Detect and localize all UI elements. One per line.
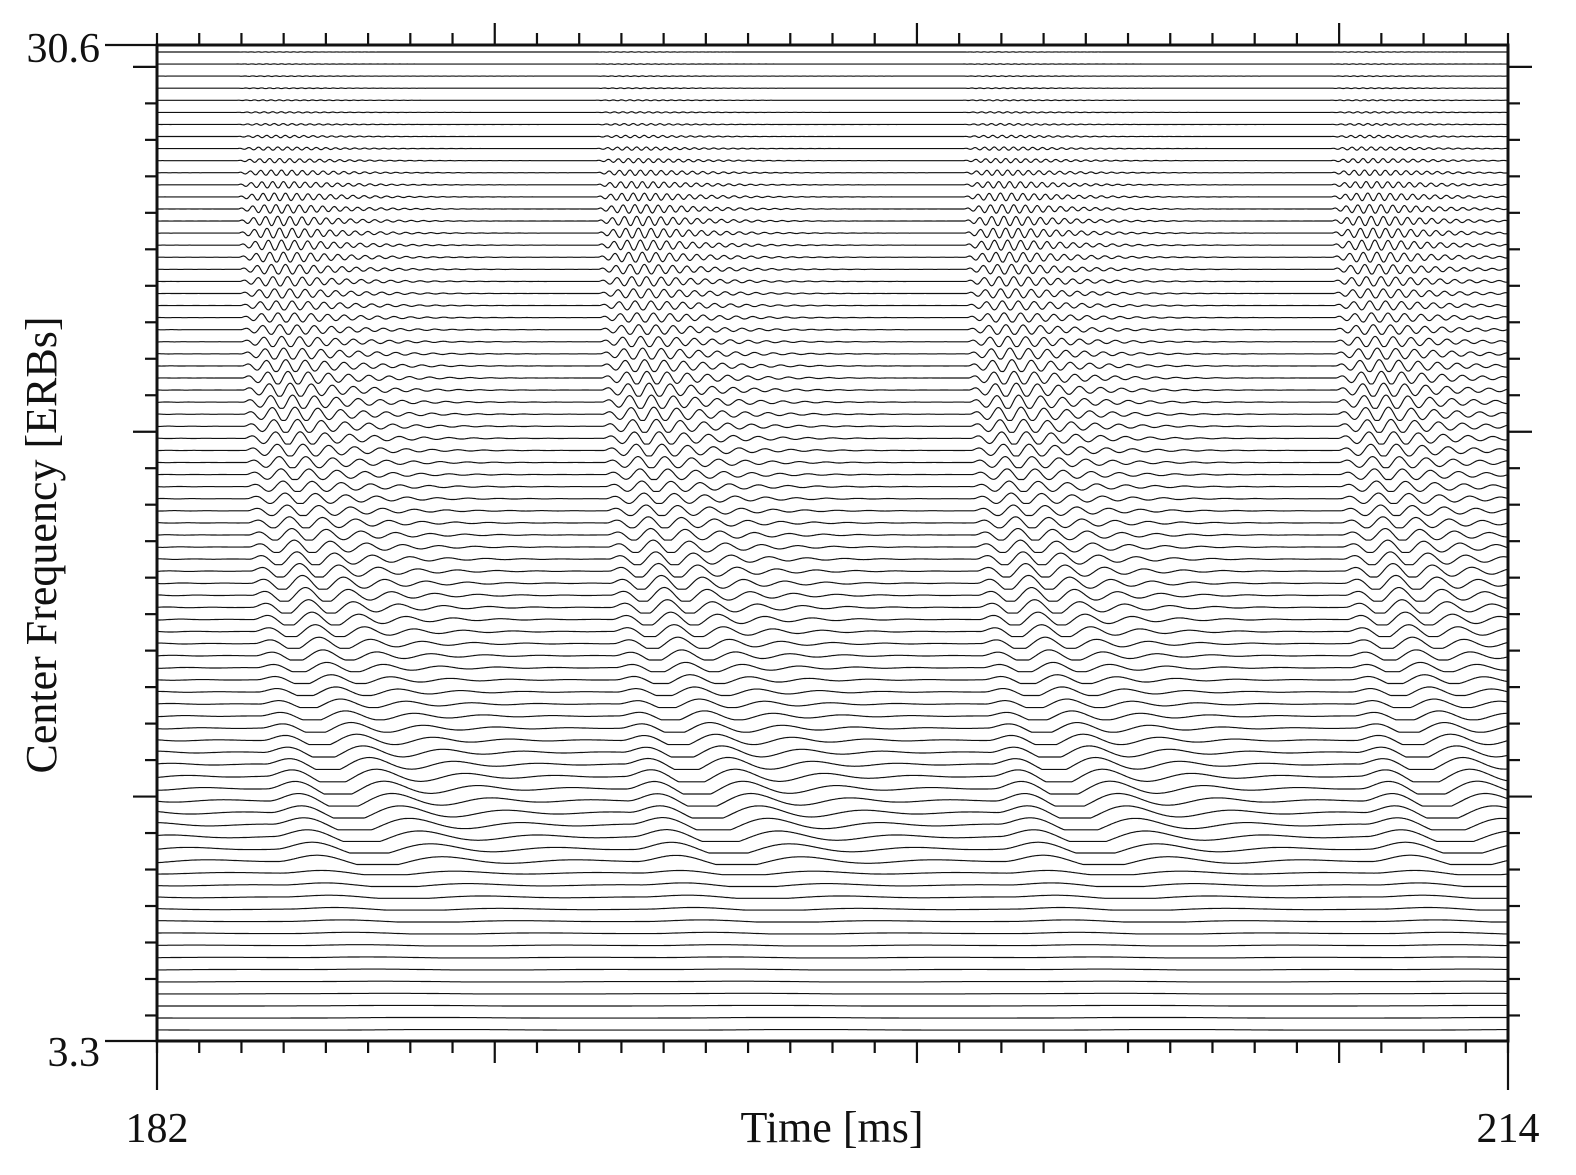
- channel-trace: [157, 931, 1508, 935]
- channel-trace: [157, 906, 1508, 911]
- channel-trace: [157, 111, 1508, 114]
- channel-trace: [157, 51, 1508, 53]
- channel-trace: [156, 624, 1508, 638]
- channel-trace: [157, 686, 1509, 697]
- channel-trace: [157, 992, 1508, 995]
- channel-trace: [157, 204, 1509, 214]
- channel-trace: [157, 63, 1509, 65]
- channel-trace: [157, 169, 1509, 176]
- x-axis-title: Time [ms]: [741, 1103, 924, 1152]
- channel-trace: [157, 1004, 1508, 1007]
- channel-trace: [157, 134, 1509, 139]
- channel-trace: [156, 370, 1509, 385]
- channel-trace: [157, 894, 1508, 899]
- channel-trace: [157, 418, 1509, 433]
- channel-trace: [157, 335, 1509, 348]
- channel-trace: [157, 288, 1509, 299]
- channel-trace: [157, 263, 1509, 275]
- channel-trace: [157, 180, 1509, 189]
- channel-trace: [157, 980, 1508, 983]
- y-tick-label-top: 30.6: [27, 26, 101, 72]
- channel-trace: [157, 1029, 1508, 1031]
- channel-trace: [157, 468, 1509, 481]
- channel-trace: [156, 768, 1509, 783]
- channel-trace: [157, 394, 1509, 409]
- channel-trace: [157, 215, 1509, 227]
- channel-trace: [156, 359, 1509, 373]
- channel-trace: [156, 239, 1509, 251]
- channel-trace: [157, 551, 1509, 566]
- channel-trace: [157, 492, 1509, 504]
- channel-trace: [157, 780, 1509, 795]
- channel-trace: [157, 733, 1509, 746]
- channel-trace: [157, 192, 1509, 202]
- channel-trace: [157, 1016, 1508, 1019]
- channel-trace: [157, 324, 1509, 335]
- channel-trace: [156, 347, 1508, 360]
- channel-trace: [156, 539, 1509, 553]
- channel-trace: [157, 869, 1509, 876]
- channel-trace: [156, 698, 1509, 709]
- channel-trace: [156, 527, 1509, 541]
- channel-trace: [156, 841, 1509, 854]
- channel-trace: [157, 636, 1509, 649]
- channel-trace: [156, 745, 1509, 758]
- channel-trace: [157, 443, 1509, 457]
- channel-trace: [157, 300, 1509, 311]
- channel-trace: [157, 122, 1508, 126]
- channel-trace: [156, 562, 1509, 578]
- channel-trace: [157, 574, 1509, 590]
- channel-trace: [157, 854, 1509, 866]
- channel-trace: [157, 611, 1509, 626]
- channel-trace: [157, 919, 1508, 923]
- channel-trace: [156, 674, 1509, 685]
- channel-trace: [157, 146, 1509, 151]
- channel-trace: [157, 956, 1508, 959]
- channel-trace: [157, 157, 1509, 164]
- channel-trace: [156, 805, 1509, 819]
- y-axis-title: Center Frequency [ERBs]: [17, 317, 66, 774]
- channel-traces: [156, 51, 1509, 1031]
- channel-trace: [157, 251, 1509, 263]
- channel-trace: [156, 792, 1509, 807]
- x-tick-label-left: 182: [126, 1106, 189, 1152]
- channel-trace: [157, 406, 1509, 421]
- channel-trace: [156, 382, 1509, 397]
- channel-trace: [156, 75, 1508, 78]
- channel-trace: [156, 516, 1509, 529]
- channel-trace: [157, 312, 1509, 323]
- plot-frame: [155, 43, 1510, 1043]
- channel-trace: [157, 710, 1508, 721]
- channel-trace: [156, 756, 1509, 770]
- channel-trace: [157, 882, 1508, 888]
- channel-trace: [157, 87, 1508, 90]
- channel-trace: [157, 431, 1509, 445]
- channel-trace: [156, 649, 1509, 661]
- channel-trace: [157, 227, 1509, 239]
- y-tick-label-bottom: 3.3: [48, 1030, 101, 1076]
- x-tick-label-right: 214: [1477, 1106, 1540, 1152]
- channel-trace: [157, 586, 1509, 602]
- channel-trace: [157, 968, 1508, 971]
- axis-ticks: [133, 23, 1532, 1063]
- channel-trace: [157, 99, 1508, 102]
- channel-trace: [156, 944, 1509, 947]
- channel-trace: [156, 504, 1509, 517]
- channel-trace: [157, 817, 1509, 831]
- channel-trace: [156, 456, 1509, 469]
- channel-trace: [157, 721, 1509, 733]
- channel-trace: [157, 661, 1509, 673]
- channel-trace: [157, 276, 1509, 287]
- channel-trace: [156, 599, 1509, 614]
- channel-trace: [156, 829, 1509, 842]
- channel-trace: [156, 480, 1508, 492]
